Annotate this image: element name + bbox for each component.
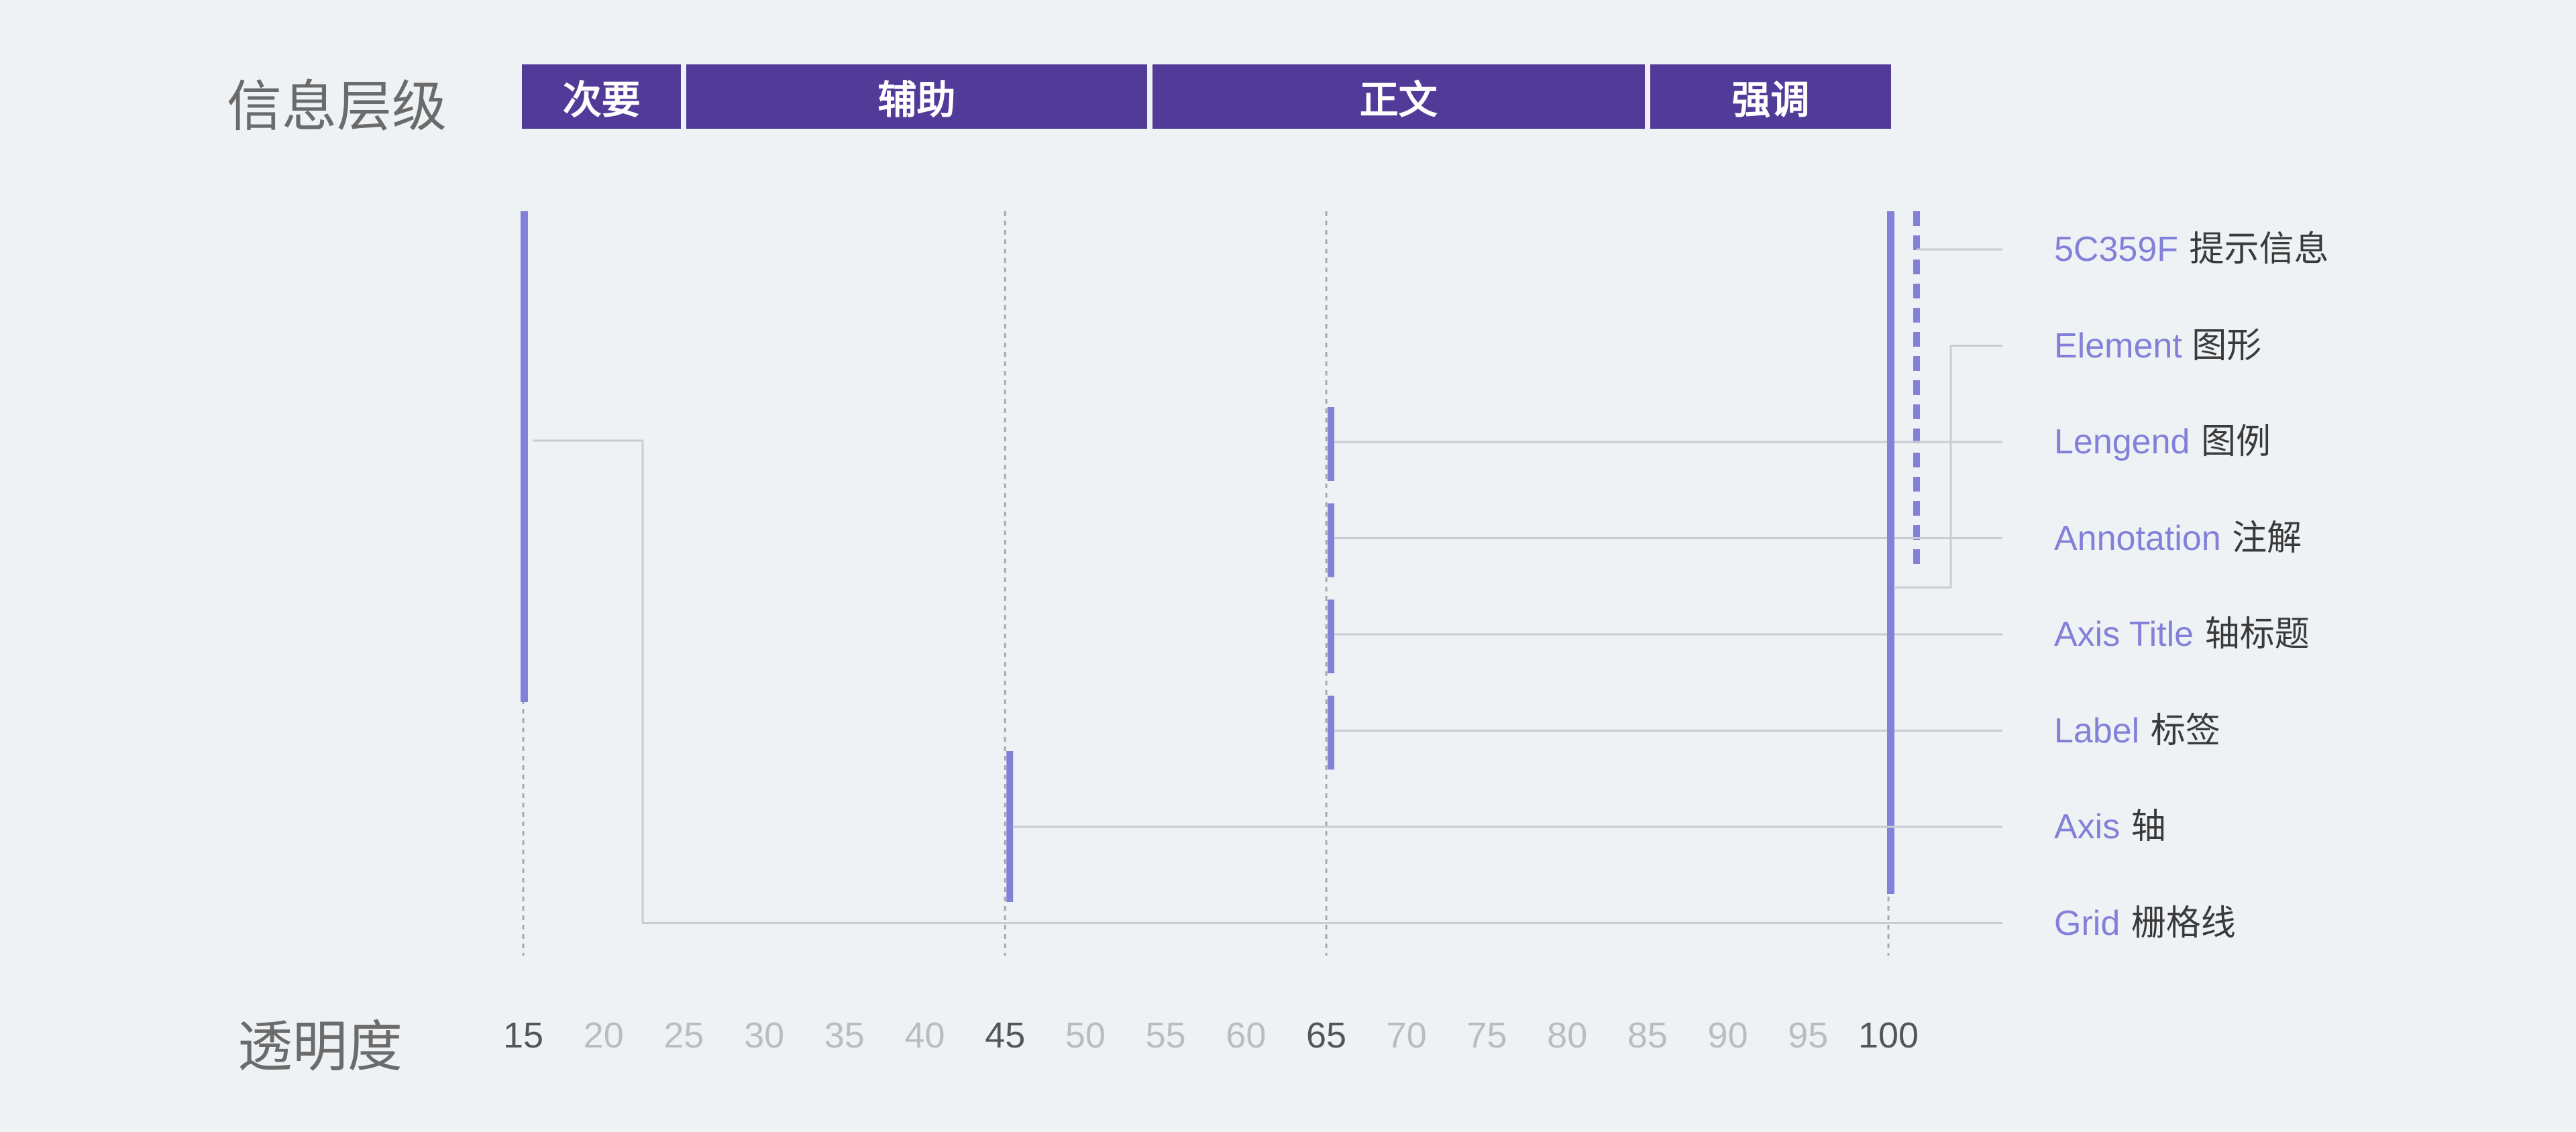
hierarchy-title: 信息层级 xyxy=(227,75,447,139)
legend-english-label: Axis xyxy=(2054,807,2121,846)
hierarchy-band: 正文 xyxy=(1152,64,1645,129)
opacity-marker xyxy=(1328,695,1335,770)
legend-english-label: Grid xyxy=(2054,903,2121,943)
legend-chinese-label: 提示信息 xyxy=(2178,229,2329,270)
opacity-marker xyxy=(1328,503,1335,577)
legend-english-label: Lengend xyxy=(2054,422,2190,461)
legend-chinese-label: 注解 xyxy=(2220,518,2302,559)
opacity-marker xyxy=(521,211,528,702)
legend-english-label: Element xyxy=(2054,326,2192,365)
tick-label: 100 xyxy=(1858,1015,1919,1056)
legend-item: Axis 轴 xyxy=(2054,807,2166,847)
connector-line xyxy=(533,439,2002,924)
legend-chinese-label: 轴标题 xyxy=(2194,614,2310,655)
tick-label: 85 xyxy=(1627,1015,1668,1056)
connector-line xyxy=(1895,345,2002,589)
legend-chinese-label: 轴 xyxy=(2120,807,2166,847)
legend-item: Annotation 注解 xyxy=(2054,518,2302,559)
opacity-marker xyxy=(1006,751,1014,902)
legend-item: Axis Title 轴标题 xyxy=(2054,614,2310,655)
legend-chinese-label: 栅格线 xyxy=(2120,903,2236,944)
legend-item: 5C359F 提示信息 xyxy=(2054,229,2329,270)
legend-item: Label 标签 xyxy=(2054,711,2220,751)
opacity-title: 透明度 xyxy=(237,1015,403,1079)
legend-english-label: 5C359F xyxy=(2054,230,2178,269)
legend-chinese-label: 图例 xyxy=(2190,422,2271,462)
legend-english-label: Axis Title xyxy=(2054,615,2194,654)
hierarchy-band: 次要 xyxy=(522,64,682,129)
tick-label: 40 xyxy=(904,1015,945,1056)
legend-english-label: Label xyxy=(2054,711,2140,750)
tick-label: 60 xyxy=(1226,1015,1267,1056)
tick-label: 70 xyxy=(1386,1015,1427,1056)
legend-chinese-label: 图形 xyxy=(2192,325,2262,366)
tick-label: 45 xyxy=(985,1015,1026,1056)
tick-label: 95 xyxy=(1788,1015,1829,1056)
tick-label: 55 xyxy=(1145,1015,1186,1056)
tick-label: 35 xyxy=(824,1015,865,1056)
hierarchy-band: 辅助 xyxy=(686,64,1147,129)
opacity-marker xyxy=(1328,407,1335,481)
opacity-marker xyxy=(1887,211,1894,894)
legend-item: Lengend 图例 xyxy=(2054,422,2271,462)
opacity-marker xyxy=(1328,600,1335,673)
tick-label: 80 xyxy=(1547,1015,1588,1056)
tick-label: 75 xyxy=(1466,1015,1507,1056)
tick-label: 20 xyxy=(583,1015,624,1056)
tick-label: 50 xyxy=(1065,1015,1106,1056)
tick-label: 30 xyxy=(744,1015,785,1056)
hierarchy-band: 强调 xyxy=(1650,64,1891,129)
legend-chinese-label: 标签 xyxy=(2139,710,2220,751)
legend-english-label: Annotation xyxy=(2054,518,2221,558)
legend-item: Element 图形 xyxy=(2054,326,2261,366)
tick-label: 65 xyxy=(1306,1015,1347,1056)
tick-label: 15 xyxy=(502,1015,544,1056)
legend-item: Grid 栅格线 xyxy=(2054,903,2236,944)
tick-label: 25 xyxy=(663,1015,704,1056)
tick-label: 90 xyxy=(1707,1015,1748,1056)
